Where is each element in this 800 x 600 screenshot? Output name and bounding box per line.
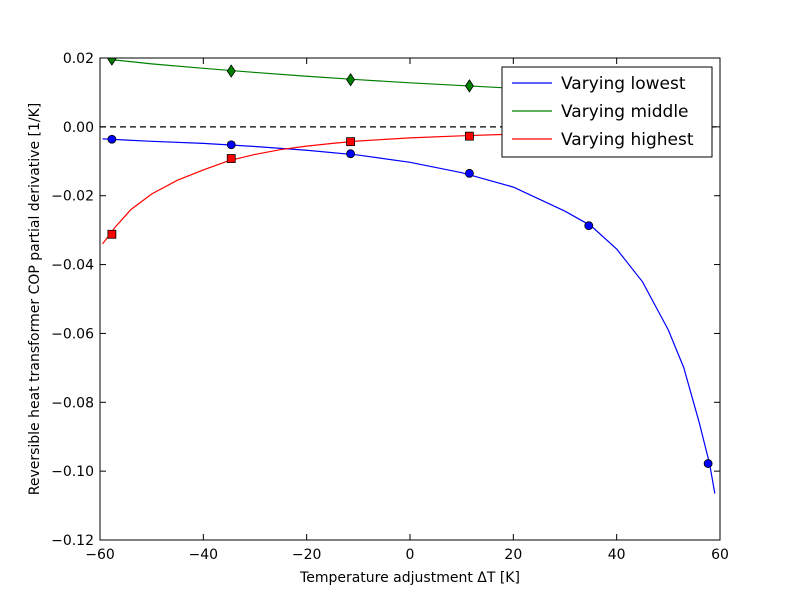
series-1-point-1 <box>226 64 236 78</box>
y-axis-label: Reversible heat transformer COP partial … <box>27 103 43 496</box>
legend-box <box>501 66 713 158</box>
series-1-point-3 <box>464 79 474 93</box>
x-axis-label: Temperature adjustment ΔT [K] <box>299 570 520 586</box>
y-tick-label-4: −0.06 <box>51 326 94 342</box>
axis-ticks: −60 −40 −20 0 20 40 60 0.02 0.00 −0.02 −0.04 −0.06 −… <box>51 51 729 563</box>
y-tick-label-0: 0.02 <box>63 51 94 67</box>
y-tick-label-6: −0.10 <box>51 464 94 480</box>
x-tick-label-5: 40 <box>608 547 626 563</box>
series-1-point-0 <box>107 58 117 66</box>
y-tick-label-3: −0.04 <box>51 258 94 274</box>
series-2-point-1 <box>226 154 236 163</box>
x-tick-label-4: 20 <box>504 547 522 563</box>
y-tick-label-1: 0.00 <box>63 120 94 136</box>
series-line-0 <box>102 138 716 494</box>
x-tick-label-0: −60 <box>85 547 115 563</box>
y-tick-label-7: −0.12 <box>51 533 94 549</box>
legend: Varying lowest Varying middle Varying high… <box>501 66 713 158</box>
series-2-point-0 <box>107 229 117 239</box>
legend-label-1: Varying middle <box>561 102 689 122</box>
legend-label-0: Varying lowest <box>561 74 686 94</box>
series-0-point-5 <box>703 459 713 468</box>
y-tick-label-2: −0.02 <box>51 189 94 205</box>
x-tick-label-1: −40 <box>189 547 219 563</box>
series-2-point-3 <box>465 131 474 141</box>
legend-label-2: Varying highest <box>561 130 694 150</box>
series-0-point-3 <box>465 168 474 178</box>
series-0-point-0 <box>107 134 117 144</box>
x-tick-label-3: 0 <box>406 547 415 563</box>
series-0-point-1 <box>226 140 236 150</box>
series-2-point-2 <box>346 137 355 147</box>
y-tick-label-5: −0.08 <box>51 395 94 411</box>
x-tick-label-6: 60 <box>711 547 729 563</box>
series-0-point-4 <box>584 221 594 231</box>
series-0-point-2 <box>346 149 355 159</box>
x-tick-label-2: −20 <box>292 547 322 563</box>
series-1-point-2 <box>346 72 356 87</box>
